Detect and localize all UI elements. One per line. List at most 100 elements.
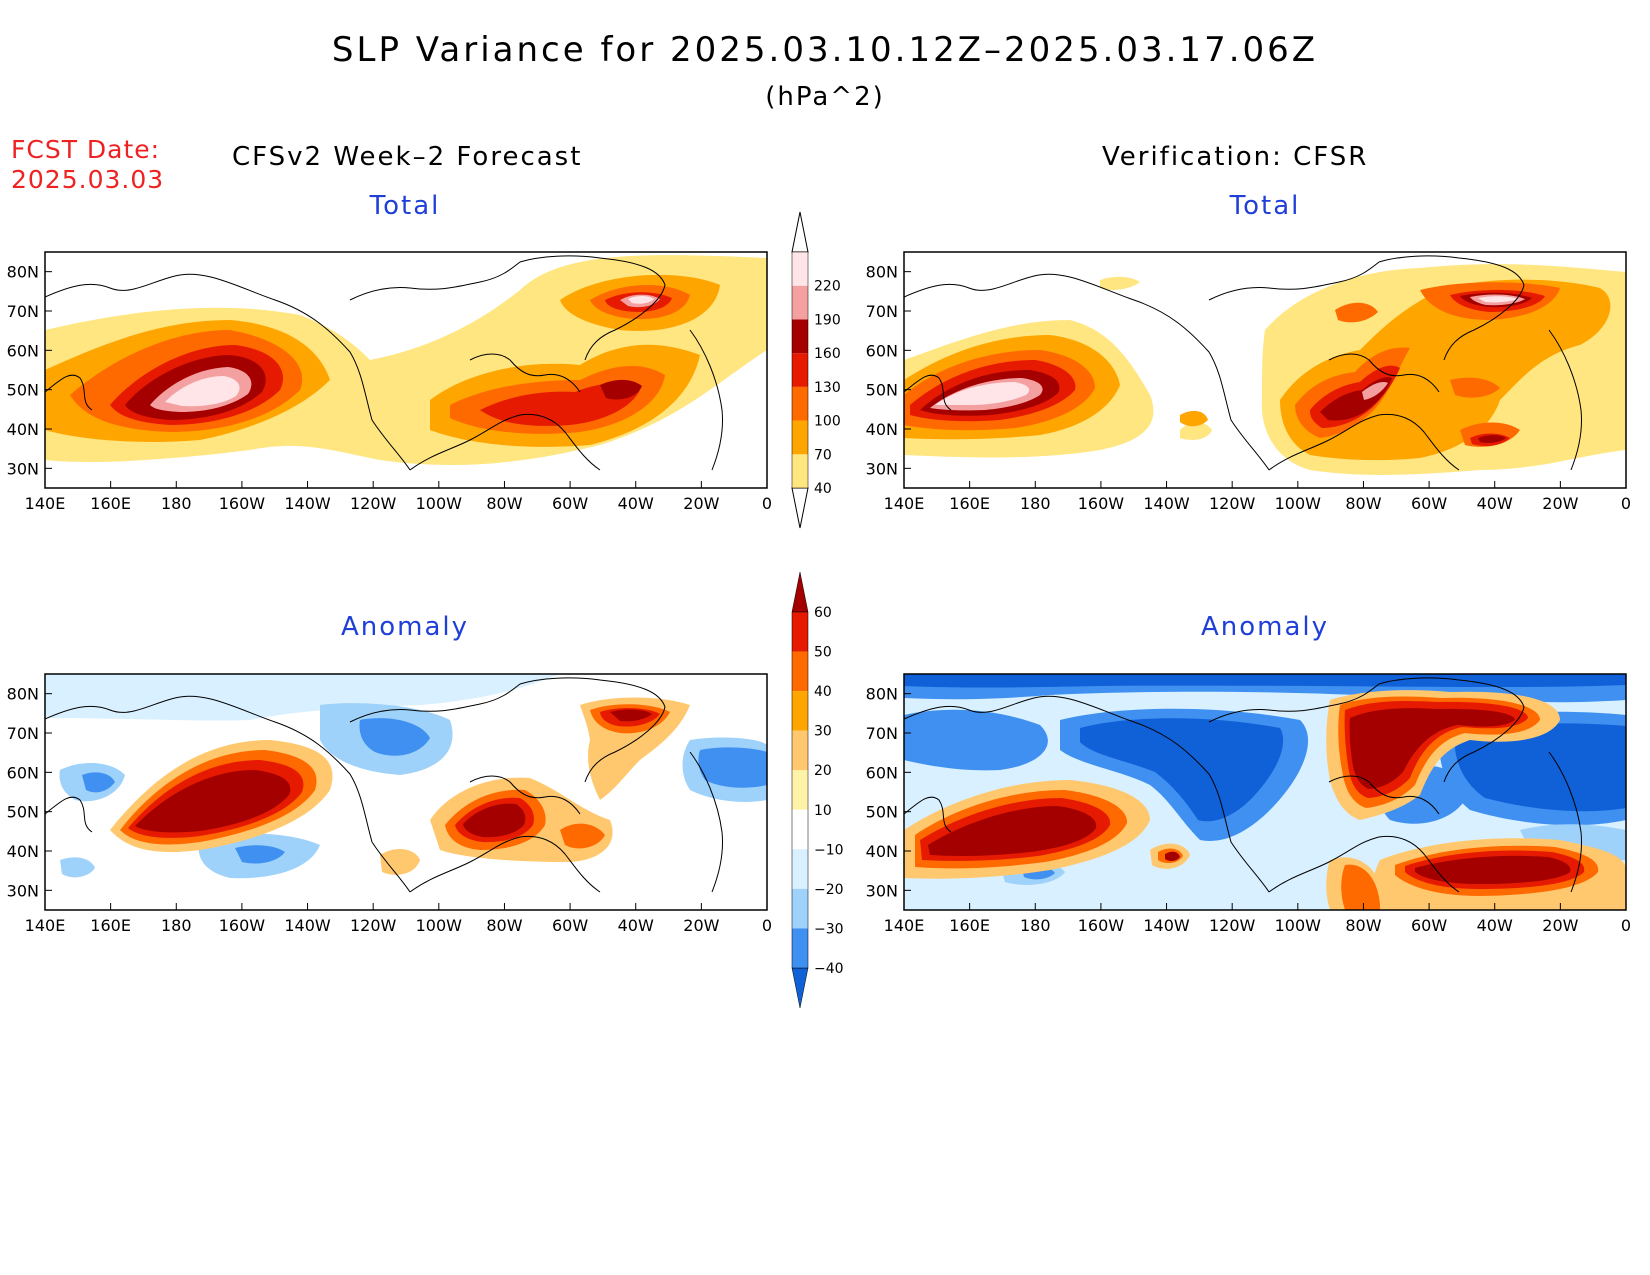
- lon-tick-label: 120W: [350, 916, 397, 935]
- anomaly-colorbar-segment: [792, 888, 808, 929]
- forecast-total-coastlines: [45, 255, 723, 471]
- lon-tick-label: 160W: [1078, 916, 1125, 935]
- verification-total-coastlines: [904, 255, 1582, 471]
- lat-tick-label: 60N: [866, 341, 898, 360]
- lon-tick-label: 40W: [618, 494, 654, 513]
- lat-tick-label: 60N: [866, 763, 898, 782]
- anomaly-colorbar-label: 20: [814, 763, 832, 779]
- total-colorbar-segment: [792, 386, 808, 421]
- lon-tick-label: 160W: [1078, 494, 1125, 513]
- lon-tick-label: 40W: [1477, 494, 1513, 513]
- lat-tick-label: 40N: [7, 842, 39, 861]
- anomaly-colorbar-label: 30: [814, 724, 832, 740]
- lon-tick-label: 140W: [284, 916, 331, 935]
- anomaly-colorbar-top-cap: [791, 571, 809, 613]
- total-colorbar-label: 40: [814, 481, 832, 497]
- lon-tick-label: 160E: [90, 494, 131, 513]
- lon-tick-label: 160W: [219, 494, 266, 513]
- lon-tick-label: 180: [161, 494, 192, 513]
- lon-tick-label: 120W: [1209, 916, 1256, 935]
- lat-tick-label: 30N: [866, 459, 898, 478]
- anomaly-colorbar-label: 10: [814, 803, 832, 819]
- forecast-anomaly-label: Anomaly: [340, 612, 470, 642]
- anomaly-colorbar-label: 40: [814, 684, 832, 700]
- forecast-anomaly-map: [44, 673, 768, 911]
- anomaly-colorbar-segment: [792, 651, 808, 692]
- total-colorbar: 40 70 100 130 160 190 220: [791, 211, 841, 529]
- lat-tick-label: 50N: [866, 803, 898, 822]
- forecast-total-map: [44, 251, 768, 489]
- anomaly-colorbar-bottom-cap: [791, 967, 809, 1009]
- anomaly-colorbar-segment: [792, 849, 808, 889]
- lon-tick-label: 100W: [416, 916, 463, 935]
- total-colorbar-label: 130: [814, 380, 841, 396]
- total-colorbar-segment: [792, 420, 808, 455]
- lat-tick-label: 70N: [866, 302, 898, 321]
- total-colorbar-top-cap: [791, 211, 809, 253]
- lon-tick-label: 20W: [683, 494, 719, 513]
- lon-tick-label: 20W: [1542, 494, 1578, 513]
- lat-tick-label: 50N: [7, 381, 39, 400]
- total-colorbar-bottom-cap: [791, 487, 809, 529]
- anomaly-colorbar-label: −10: [814, 842, 844, 858]
- lon-tick-label: 80W: [486, 916, 522, 935]
- lon-tick-label: 140W: [284, 494, 331, 513]
- verification-total-axes: 140E 160E 180 160W 140W 120W 100W 80W 60W 40W 20W 0…: [866, 263, 1631, 513]
- lon-tick-label: 60W: [1411, 916, 1447, 935]
- lon-tick-label: 140E: [25, 916, 66, 935]
- lat-tick-label: 40N: [866, 420, 898, 439]
- total-colorbar-label: 220: [814, 279, 841, 295]
- verification-anomaly-axes: 140E 160E 180 160W 140W 120W 100W 80W 60W 40W 20W 0…: [866, 685, 1631, 935]
- lon-tick-label: 160W: [219, 916, 266, 935]
- lon-tick-label: 140E: [884, 916, 925, 935]
- lon-tick-label: 180: [1020, 916, 1051, 935]
- anomaly-colorbar-segment: [792, 691, 808, 731]
- forecast-anomaly-coastlines: [45, 677, 723, 893]
- lat-tick-label: 70N: [866, 724, 898, 743]
- forecast-total-label: Total: [369, 191, 441, 221]
- total-colorbar-label: 160: [814, 346, 841, 362]
- lon-tick-label: 80W: [486, 494, 522, 513]
- lon-tick-label: 100W: [1275, 494, 1322, 513]
- forecast-anomaly-shading: [45, 674, 767, 879]
- lon-tick-label: 60W: [552, 916, 588, 935]
- lon-tick-label: 180: [161, 916, 192, 935]
- fcst-date-value: 2025.03.03: [11, 165, 165, 194]
- lat-tick-label: 80N: [7, 263, 39, 282]
- lat-tick-label: 30N: [7, 881, 39, 900]
- lon-tick-label: 160E: [949, 916, 990, 935]
- verification-total-map: [903, 251, 1627, 489]
- lat-tick-label: 80N: [866, 263, 898, 282]
- forecast-total-axes: 140E 160E 180 160W 140W 120W 100W 80W 60W 40W 20W 0…: [7, 263, 772, 513]
- total-colorbar-segment: [792, 454, 808, 488]
- lon-tick-label: 140W: [1143, 916, 1190, 935]
- lon-tick-label: 80W: [1345, 916, 1381, 935]
- lon-tick-label: 160E: [949, 494, 990, 513]
- lat-tick-label: 50N: [866, 381, 898, 400]
- verification-anomaly-coastlines: [904, 677, 1582, 893]
- verification-total-shading: [904, 264, 1626, 475]
- total-colorbar-segment: [792, 319, 808, 354]
- lon-tick-label: 60W: [552, 494, 588, 513]
- anomaly-colorbar-label: −30: [814, 921, 844, 937]
- lat-tick-label: 80N: [866, 685, 898, 704]
- anomaly-colorbar-segment: [792, 928, 808, 968]
- lon-tick-label: 60W: [1411, 494, 1447, 513]
- lon-tick-label: 140E: [884, 494, 925, 513]
- lat-tick-label: 30N: [7, 459, 39, 478]
- anomaly-colorbar-segment: [792, 730, 808, 771]
- lat-tick-label: 30N: [866, 881, 898, 900]
- anomaly-colorbar-label: 60: [814, 605, 832, 621]
- anomaly-colorbar-segment: [792, 612, 808, 652]
- total-colorbar-label: 100: [814, 414, 841, 430]
- lat-tick-label: 70N: [7, 724, 39, 743]
- lat-tick-label: 60N: [7, 341, 39, 360]
- lon-tick-label: 80W: [1345, 494, 1381, 513]
- forecast-total-shading: [45, 255, 767, 465]
- axis-ticks: 140E 160E 180 160W 140W 120W 100W 80W 60W 40W 20W 0…: [7, 263, 1631, 935]
- total-colorbar-segment: [792, 252, 808, 286]
- lon-tick-label: 0: [1621, 494, 1631, 513]
- lat-tick-label: 60N: [7, 763, 39, 782]
- total-colorbar-segment: [792, 285, 808, 320]
